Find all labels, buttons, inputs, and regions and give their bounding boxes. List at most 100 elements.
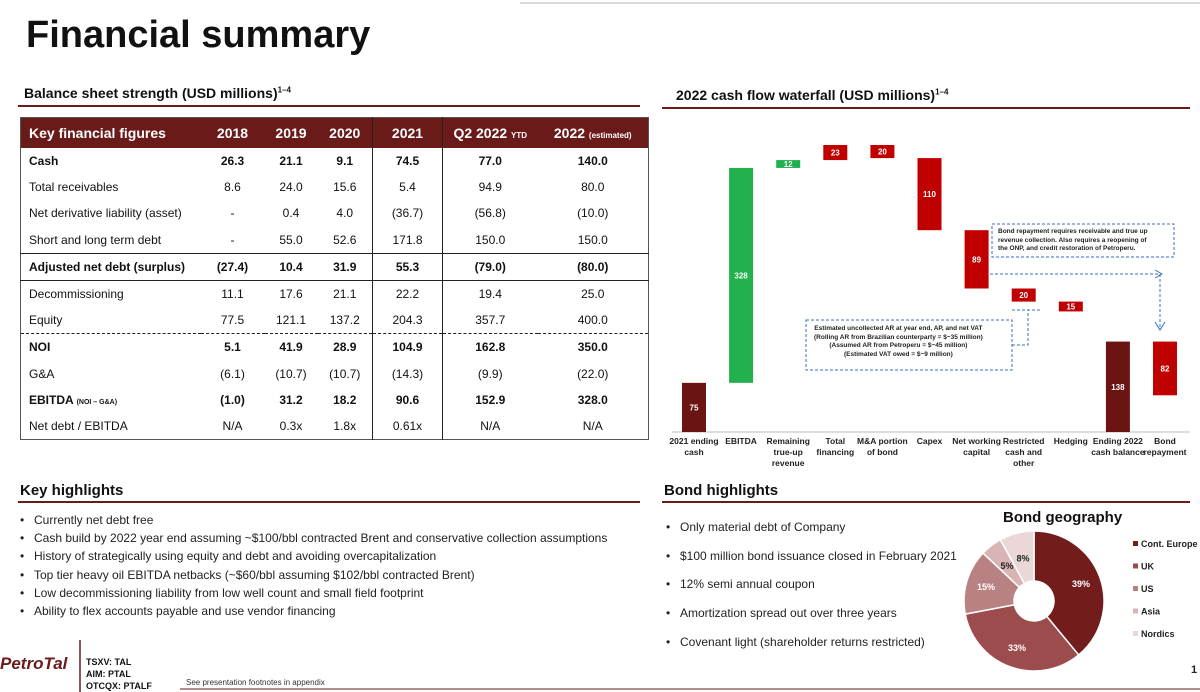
table-cell: N/A bbox=[222, 418, 243, 433]
column-header: 2019 bbox=[264, 117, 318, 148]
row-label-text: Net debt / EBITDA bbox=[29, 418, 128, 433]
chart-title: Bond geography bbox=[1003, 509, 1123, 526]
legend-label: Nordics bbox=[1141, 629, 1175, 639]
row-label-text: Cash bbox=[29, 154, 59, 169]
table-cell: 31.9 bbox=[317, 252, 373, 281]
table-cell: 25.0 bbox=[581, 287, 605, 302]
table-row: Net debt / EBITDA N/A 0.3x 1.8x 0.61x N/A N/A bbox=[21, 412, 649, 440]
bar-value-label: 82 bbox=[1161, 364, 1170, 373]
table-cell: 77.5 bbox=[220, 313, 245, 328]
table-row: EBITDA (NOI – G&A) (1.0) 31.2 18.2 90.6 152.9… bbox=[21, 386, 649, 413]
bar-value-label: 138 bbox=[1111, 383, 1125, 392]
table-row: NOI 5.1 41.9 28.9 104.9 162.8 350.0 bbox=[20, 333, 649, 361]
bar-value-label: 15 bbox=[1066, 303, 1075, 312]
row-label-text: Decommissioning bbox=[29, 287, 124, 302]
table-cell: 350.0 bbox=[537, 333, 649, 361]
bar-value-label: 12 bbox=[784, 160, 793, 169]
bullet-item: History of strategically using equity an… bbox=[20, 547, 607, 565]
table-cell: 31.2 bbox=[279, 392, 303, 407]
table-cell: 41.9 bbox=[264, 333, 318, 361]
row-label-text: Short and long term debt bbox=[29, 232, 162, 247]
legend-swatch bbox=[1133, 586, 1138, 591]
table-cell: (6.1) bbox=[220, 366, 245, 381]
waterfall-bar bbox=[917, 158, 942, 231]
table-cell: (22.0) bbox=[577, 366, 609, 381]
legend-swatch bbox=[1133, 631, 1138, 636]
pie-slice bbox=[1033, 530, 1105, 656]
pie-value-label: 8% bbox=[1017, 553, 1030, 563]
table-cell: 1.8x bbox=[333, 418, 357, 433]
table-cell: 204.3 bbox=[372, 307, 443, 334]
category-label: M&A portion of bond bbox=[857, 436, 908, 457]
table-cell: 137.2 bbox=[329, 313, 360, 328]
table-cell: (27.4) bbox=[200, 252, 265, 281]
table-cell: 0.61x bbox=[372, 412, 443, 440]
table-cell: - bbox=[230, 206, 235, 221]
column-header: 2021 bbox=[372, 117, 443, 148]
ticker: TSXV: TAL bbox=[86, 657, 132, 667]
row-label: G&A bbox=[21, 361, 201, 387]
table-cell: (10.0) bbox=[577, 206, 609, 221]
column-header: Key financial figures bbox=[20, 117, 201, 148]
annotation: Estimated uncollected AR at year end, AP… bbox=[814, 325, 983, 359]
waterfall-bar bbox=[1153, 341, 1177, 396]
bar-value-label: 89 bbox=[972, 255, 981, 264]
table-cell: (10.7) bbox=[275, 366, 307, 381]
section-title-text: Balance sheet strength (USD millions) bbox=[24, 85, 278, 101]
logo: PetroTal bbox=[0, 654, 68, 673]
table-cell: (1.0) bbox=[220, 392, 245, 407]
table-cell: 152.9 bbox=[475, 392, 506, 407]
table-cell: 11.1 bbox=[221, 287, 244, 302]
row-label: NOI bbox=[20, 333, 201, 361]
table-cell: 17.6 bbox=[279, 287, 303, 302]
row-label-text: Adjusted net debt (surplus) bbox=[29, 259, 185, 274]
table-cell: (80.0) bbox=[537, 252, 649, 281]
table-cell: 90.6 bbox=[372, 386, 443, 413]
row-label: Adjusted net debt (surplus) bbox=[20, 252, 201, 281]
annotation-box bbox=[991, 223, 1175, 258]
column-header-note: (estimated) bbox=[588, 131, 632, 140]
arrowhead bbox=[1154, 269, 1164, 279]
row-label-text: Net derivative liability (asset) bbox=[29, 206, 182, 221]
bullet-item: Top tier heavy oil EBITDA netbacks (~$60… bbox=[20, 566, 607, 584]
table-cell: 171.8 bbox=[372, 226, 443, 254]
bullet-item: Currently net debt free bbox=[20, 511, 607, 529]
table-cell: 162.8 bbox=[442, 333, 538, 361]
table-cell: 28.9 bbox=[317, 333, 373, 361]
bar-value-label: 75 bbox=[690, 403, 699, 412]
waterfall-bar bbox=[823, 145, 848, 161]
bullet-item: $100 million bond issuance closed in Feb… bbox=[666, 542, 957, 571]
table-cell: 328.0 bbox=[577, 392, 608, 407]
section-title: Bond highlights bbox=[664, 482, 779, 499]
table-cell: 150.0 bbox=[475, 232, 506, 247]
table-cell: 0.3x bbox=[279, 418, 303, 433]
column-header: 2022 (estimated) bbox=[537, 117, 649, 148]
footnote-ref: 1–4 bbox=[935, 87, 949, 97]
table-cell: 52.6 bbox=[333, 232, 357, 247]
bar-value-label: 110 bbox=[923, 190, 936, 199]
table-cell: - bbox=[230, 232, 235, 247]
annotation-line: (Assumed AR from Petroperu = $~45 millio… bbox=[829, 342, 968, 349]
column-header-text: 2021 bbox=[391, 125, 424, 141]
table-cell: 104.9 bbox=[372, 333, 443, 361]
table-cell: 150.0 bbox=[577, 232, 608, 247]
table-cell: 357.7 bbox=[475, 313, 506, 328]
connector bbox=[1012, 310, 1029, 346]
table-cell: 55.0 bbox=[279, 232, 303, 247]
table-cell: 55.3 bbox=[372, 252, 443, 281]
annotation-line: revenue collection. Also requires a reop… bbox=[998, 236, 1147, 244]
table-row: G&A (6.1) (10.7) (10.7) (14.3) (9.9) (22.0) bbox=[21, 360, 649, 387]
page-title: Financial summary bbox=[26, 14, 371, 56]
bullet-item: Only material debt of Company bbox=[666, 513, 957, 542]
bullet-list: Currently net debt freeCash build by 202… bbox=[20, 511, 607, 620]
annotation: Bond repayment requires receivable and t… bbox=[998, 228, 1148, 254]
table-row: Equity 77.5 121.1 137.2 204.3 357.7 400.0 bbox=[21, 307, 649, 334]
table-row: Net derivative liability (asset) - 0.4 4.0 (… bbox=[21, 200, 649, 227]
category-label: Bond repayment bbox=[1143, 436, 1187, 457]
table-cell: 400.0 bbox=[577, 313, 608, 328]
pie-value-label: 15% bbox=[977, 582, 995, 592]
annotation-box bbox=[805, 319, 1013, 371]
column-header: 2020 bbox=[317, 117, 373, 148]
annotation-line: (Estimated VAT owed = $~9 million) bbox=[843, 350, 953, 358]
